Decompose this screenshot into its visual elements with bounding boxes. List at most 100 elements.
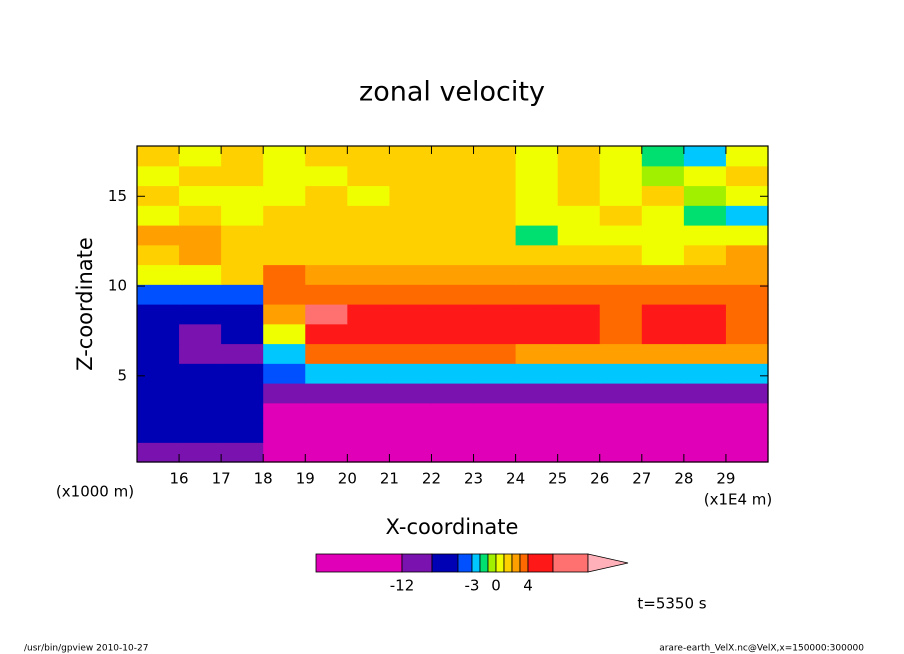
cell	[305, 363, 348, 384]
cell	[263, 442, 306, 463]
cell	[557, 264, 601, 285]
cell	[515, 343, 559, 364]
y-tick-label: 10	[108, 277, 127, 295]
cell	[137, 284, 180, 305]
cell	[389, 244, 433, 266]
cell	[221, 244, 264, 266]
cell	[305, 205, 348, 226]
cell	[263, 402, 306, 424]
cell	[305, 244, 348, 266]
cell	[599, 323, 643, 345]
cell	[599, 185, 643, 206]
cell	[305, 304, 348, 325]
cell	[725, 185, 769, 206]
cell	[389, 442, 433, 463]
cell	[725, 146, 769, 167]
cell	[599, 442, 643, 463]
cell	[725, 205, 769, 226]
x-tick-label: 24	[506, 470, 525, 488]
cell	[431, 442, 475, 463]
cell	[137, 442, 180, 463]
cell	[557, 284, 601, 305]
cell	[221, 225, 264, 246]
cell	[137, 402, 180, 424]
x-tick-label: 25	[548, 470, 567, 488]
cell	[473, 284, 517, 305]
cell	[179, 244, 222, 266]
cell	[725, 343, 769, 364]
x-tick-label: 26	[590, 470, 609, 488]
cell	[137, 146, 180, 167]
cell	[389, 422, 433, 443]
x-tick-label: 21	[380, 470, 399, 488]
cell	[389, 304, 433, 325]
y-axis-label: Z-coordinate	[73, 237, 97, 371]
cell	[725, 383, 769, 404]
cell	[641, 284, 685, 305]
colorbar-bin	[431, 553, 459, 573]
cell	[515, 323, 559, 345]
footer-right: arare-earth_VelX.nc@VelX,x=150000:300000	[659, 644, 864, 654]
cell	[263, 422, 306, 443]
cell	[473, 205, 517, 226]
cell	[641, 185, 685, 206]
cell	[221, 165, 264, 187]
cell	[725, 422, 769, 443]
cell	[725, 264, 769, 285]
cell	[557, 422, 601, 443]
cell	[347, 323, 390, 345]
cell	[263, 165, 306, 187]
x-tick-label: 23	[464, 470, 483, 488]
cell	[347, 264, 390, 285]
cell	[599, 383, 643, 404]
cell	[137, 304, 180, 325]
x-tick-label: 18	[254, 470, 273, 488]
cell	[683, 165, 727, 187]
y-tick-label: 5	[117, 366, 127, 384]
cell	[347, 205, 390, 226]
cell	[683, 323, 727, 345]
cell	[179, 225, 222, 246]
colorbar-tick-label: -12	[390, 577, 415, 595]
cell	[263, 284, 306, 305]
cell	[515, 225, 559, 246]
y-tick-label: 15	[108, 187, 127, 205]
cell	[305, 383, 348, 404]
colorbar-bin	[519, 553, 529, 573]
cell	[725, 284, 769, 305]
cell	[221, 284, 264, 305]
cell	[599, 225, 643, 246]
cell	[389, 402, 433, 424]
cell	[137, 244, 180, 266]
cell	[725, 244, 769, 266]
cell	[431, 146, 475, 167]
cell	[179, 323, 222, 345]
cell	[221, 264, 264, 285]
cell	[557, 363, 601, 384]
colorbar-bin	[479, 553, 489, 573]
cell	[179, 205, 222, 226]
cell	[641, 343, 685, 364]
colorbar-bin	[487, 553, 497, 573]
cell	[599, 205, 643, 226]
cell	[431, 304, 475, 325]
cell	[137, 383, 180, 404]
cell	[179, 284, 222, 305]
x-tick-label: 27	[632, 470, 651, 488]
cell	[305, 402, 348, 424]
cell	[515, 402, 559, 424]
cell	[557, 205, 601, 226]
cell	[347, 383, 390, 404]
cell	[137, 264, 180, 285]
cell	[599, 304, 643, 325]
cell	[389, 264, 433, 285]
cell	[557, 185, 601, 206]
cell	[263, 304, 306, 325]
cell	[347, 244, 390, 266]
cell	[557, 146, 601, 167]
cell	[725, 225, 769, 246]
cell	[473, 185, 517, 206]
cell	[347, 284, 390, 305]
x-tick-label: 29	[716, 470, 735, 488]
cell	[221, 402, 264, 424]
